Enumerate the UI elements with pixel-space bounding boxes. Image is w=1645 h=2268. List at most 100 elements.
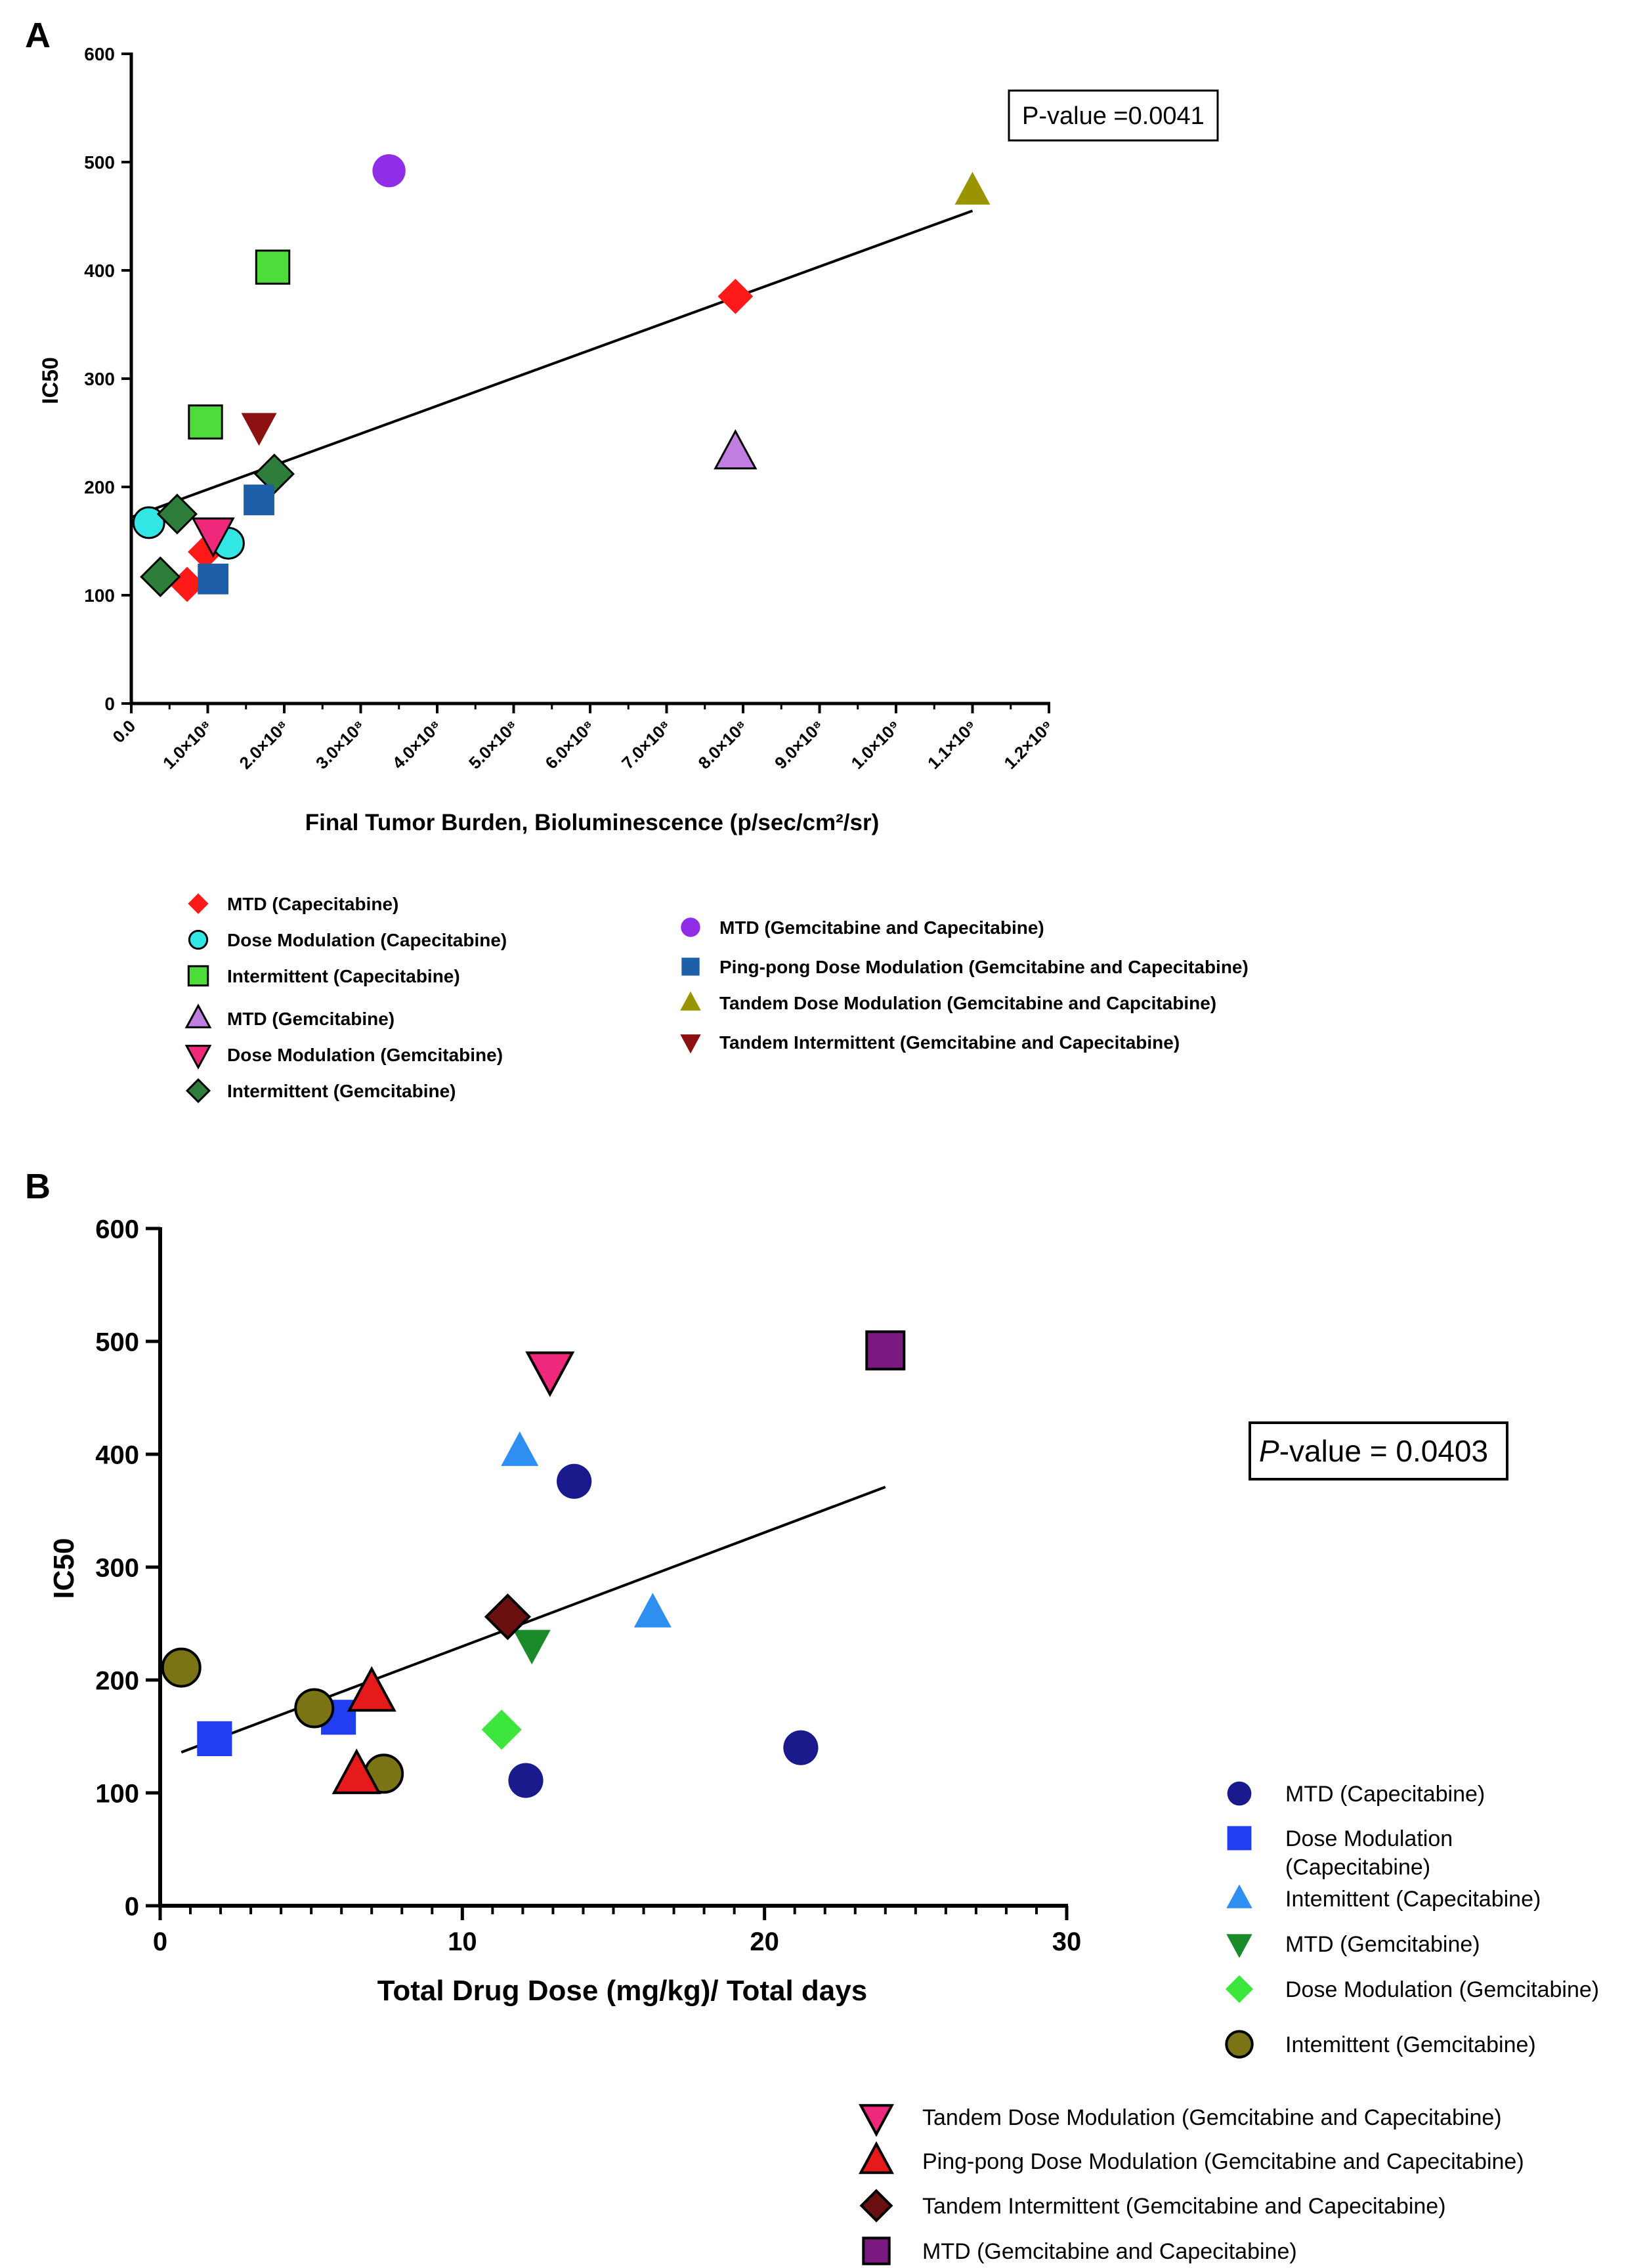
panel-a-y-tick-label: 400 — [84, 261, 115, 281]
panel-a-y-tick-label: 500 — [84, 152, 115, 173]
panel-a-y-tick-label: 100 — [84, 585, 115, 606]
panel-b-pvalue-italic: P — [1259, 1434, 1279, 1468]
panel-a-legend-marker — [680, 991, 701, 1011]
panel-a-legend-label-line: Intermittent (Gemcitabine) — [227, 1081, 456, 1101]
panel-a-legend-label: MTD (Capecitabine) — [227, 894, 398, 914]
panel-a-legend-label-line: MTD (Gemcitabine) — [227, 1009, 395, 1029]
panel-b-legend-item: Intemittent (Capecitabine) — [1226, 1884, 1541, 1912]
panel-b-data-point — [508, 1763, 544, 1798]
panel-b-data-point — [513, 1629, 551, 1665]
panel-a-legend-marker — [184, 1003, 212, 1028]
panel-b-legend-label-line: Intemittent (Gemcitabine) — [1285, 2032, 1536, 2057]
panel-a-legend-item: Ping-pong Dose Modulation (Gemcitabine a… — [681, 957, 1249, 977]
panel-a-y-tick-label: 600 — [84, 44, 115, 64]
panel-b-legend-label: Intemittent (Gemcitabine) — [1285, 2032, 1536, 2057]
panel-b-legend-label-line: Ping-pong Dose Modulation (Gemcitabine a… — [922, 2149, 1524, 2174]
panel-b-pvalue-rest: -value = 0.0403 — [1279, 1434, 1488, 1468]
panel-b-legend-item: Intemittent (Gemcitabine) — [1225, 2030, 1536, 2059]
panel-a-legend-label: Tandem Dose Modulation (Gemcitabine and … — [719, 993, 1216, 1013]
panel-b-data-point — [557, 1463, 592, 1499]
panel-a-data-point — [954, 171, 991, 205]
panel-a-x-axis-label: Final Tumor Burden, Bioluminescence (p/s… — [305, 810, 880, 835]
panel-a-letter: A — [25, 16, 51, 55]
panel-b-y-tick-label: 100 — [95, 1779, 139, 1808]
panel-b-legend-item: Tandem Intermittent (Gemcitabine and Cap… — [859, 2189, 1446, 2223]
panel-b-legend-marker — [859, 2189, 893, 2223]
panel-b-x-tick-label: 30 — [1052, 1927, 1082, 1956]
panel-a-legend-label-line: Intermittent (Capecitabine) — [227, 966, 460, 986]
panel-b-legend-label: Tandem Dose Modulation (Gemcitabine and … — [922, 2105, 1502, 2130]
panel-b-pvalue-box — [1249, 1421, 1508, 1480]
panel-b-legend-marker — [1226, 1884, 1252, 1908]
panel-b-x-tick-label: 20 — [750, 1927, 779, 1956]
panel-a-legend-label-line: Tandem Intermittent (Gemcitabine and Cap… — [719, 1032, 1180, 1053]
panel-a-legend-item: MTD (Gemcitabine) — [184, 1003, 395, 1029]
panel-a-data-point — [241, 413, 277, 446]
panel-a-data-point — [198, 563, 229, 595]
panel-b-data-point — [865, 1330, 906, 1371]
panel-b-legend-label: Dose Modulation (Gemcitabine) — [1285, 1977, 1599, 2002]
panel-a-data-point — [188, 404, 223, 440]
panel-b-data-point — [197, 1721, 232, 1757]
panel-b-legend-label: Tandem Intermittent (Gemcitabine and Cap… — [922, 2194, 1446, 2219]
panel-b-data-point — [161, 1647, 202, 1688]
panel-b-data-point — [331, 1748, 381, 1794]
panel-a-data-point — [244, 484, 274, 516]
panel-b-axes: 0 100 200 300 400 500 600 0 10 20 30 — [95, 1215, 1081, 1956]
panel-a-data-point — [156, 494, 198, 535]
panel-a-legend-label-line: Tandem Dose Modulation (Gemcitabine and … — [719, 993, 1216, 1013]
panel-b-y-tick-label: 600 — [95, 1215, 139, 1244]
panel-a-y-tick-label: 0 — [104, 694, 115, 714]
panel-b-x-tick-label: 10 — [448, 1927, 477, 1956]
panel-a-legend-item: Tandem Dose Modulation (Gemcitabine and … — [680, 991, 1216, 1013]
panel-a-y-tick-label: 200 — [84, 477, 115, 497]
panel-a-legend-label-line: Ping-pong Dose Modulation (Gemcitabine a… — [719, 957, 1249, 977]
panel-b-legend: MTD (Capecitabine) Dose Modulation (Capeci… — [859, 1781, 1599, 2265]
panel-a-legend-label: MTD (Gemcitabine and Capecitabine) — [719, 917, 1044, 938]
panel-a-y-axis-label: IC50 — [38, 357, 63, 404]
panel-a-legend-label-line: MTD (Gemcitabine and Capecitabine) — [719, 917, 1044, 938]
panel-a-legend-item: Intermittent (Capecitabine) — [187, 965, 460, 987]
panel-b-legend-item: Tandem Dose Modulation (Gemcitabine and … — [859, 2104, 1502, 2137]
panel-b-legend-label: MTD (Capecitabine) — [1285, 1782, 1485, 1807]
panel-b-letter: B — [25, 1167, 51, 1206]
panel-a-data-point — [717, 278, 754, 314]
panel-a-pvalue-text: P-value =0.0041 — [1022, 102, 1205, 130]
panel-a-legend-label: Dose Modulation (Gemcitabine) — [227, 1045, 503, 1065]
panel-b-legend-item: Dose Modulation (Capecitabine) — [1227, 1826, 1453, 1880]
panel-b-data-point — [481, 1710, 522, 1750]
panel-b-points — [161, 1330, 906, 1798]
panel-b-data-point — [294, 1688, 335, 1729]
panel-b-legend-label: Intemittent (Capecitabine) — [1285, 1887, 1541, 1912]
panel-a-legend-label-line: MTD (Capecitabine) — [227, 894, 398, 914]
panel-a-legend-marker — [188, 893, 209, 914]
panel-a-legend-label: Tandem Intermittent (Gemcitabine and Cap… — [719, 1032, 1180, 1053]
panel-b-y-tick-label: 0 — [125, 1892, 139, 1921]
panel-a-legend-item: Dose Modulation (Capecitabine) — [188, 930, 507, 950]
panel-b-y-tick-label: 200 — [95, 1666, 139, 1695]
panel-a-legend-label: Dose Modulation (Capecitabine) — [227, 930, 507, 950]
panel-b-y-axis-label: IC50 — [48, 1538, 80, 1599]
panel-b-legend-label: Ping-pong Dose Modulation (Gemcitabine a… — [922, 2149, 1524, 2174]
panel-b-legend-marker — [1227, 1826, 1252, 1851]
panel-a-legend-item: Tandem Intermittent (Gemcitabine and Cap… — [680, 1032, 1180, 1054]
panel-a-legend-marker — [187, 965, 209, 987]
panel-b-data-point — [783, 1730, 819, 1765]
panel-a-legend-marker — [681, 957, 700, 976]
panel-a-y-tick-label: 300 — [84, 369, 115, 389]
panel-b-y-tick-label: 500 — [95, 1328, 139, 1356]
panel-a-legend-label: Ping-pong Dose Modulation (Gemcitabine a… — [719, 957, 1249, 977]
panel-b-legend-marker — [1226, 1934, 1252, 1958]
panel-b-legend-label-line: Intemittent (Capecitabine) — [1285, 1887, 1541, 1912]
panel-a-legend-marker — [680, 1034, 701, 1054]
panel-b-y-tick-label: 400 — [95, 1440, 139, 1469]
panel-b-data-point — [633, 1593, 672, 1628]
panel-b-pvalue-text: P-value = 0.0403 — [1259, 1434, 1488, 1468]
panel-a-legend-marker — [185, 1078, 211, 1104]
panel-b-legend-marker — [1227, 1781, 1252, 1806]
panel-a-data-point — [191, 517, 235, 558]
panel-b-legend-label: Dose Modulation (Capecitabine) — [1285, 1826, 1453, 1880]
panel-a-pvalue-box — [1008, 89, 1219, 142]
panel-b-legend-item: Ping-pong Dose Modulation (Gemcitabine a… — [859, 2141, 1524, 2174]
